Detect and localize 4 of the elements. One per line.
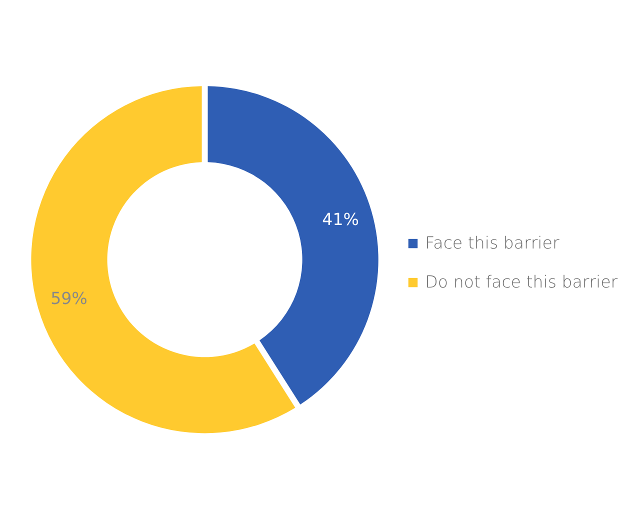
legend-label: Do not face this barrier [425,272,618,292]
legend-label: Face this barrier [425,233,560,252]
data-label: 59% [50,288,88,308]
data-label: 41% [322,210,359,230]
